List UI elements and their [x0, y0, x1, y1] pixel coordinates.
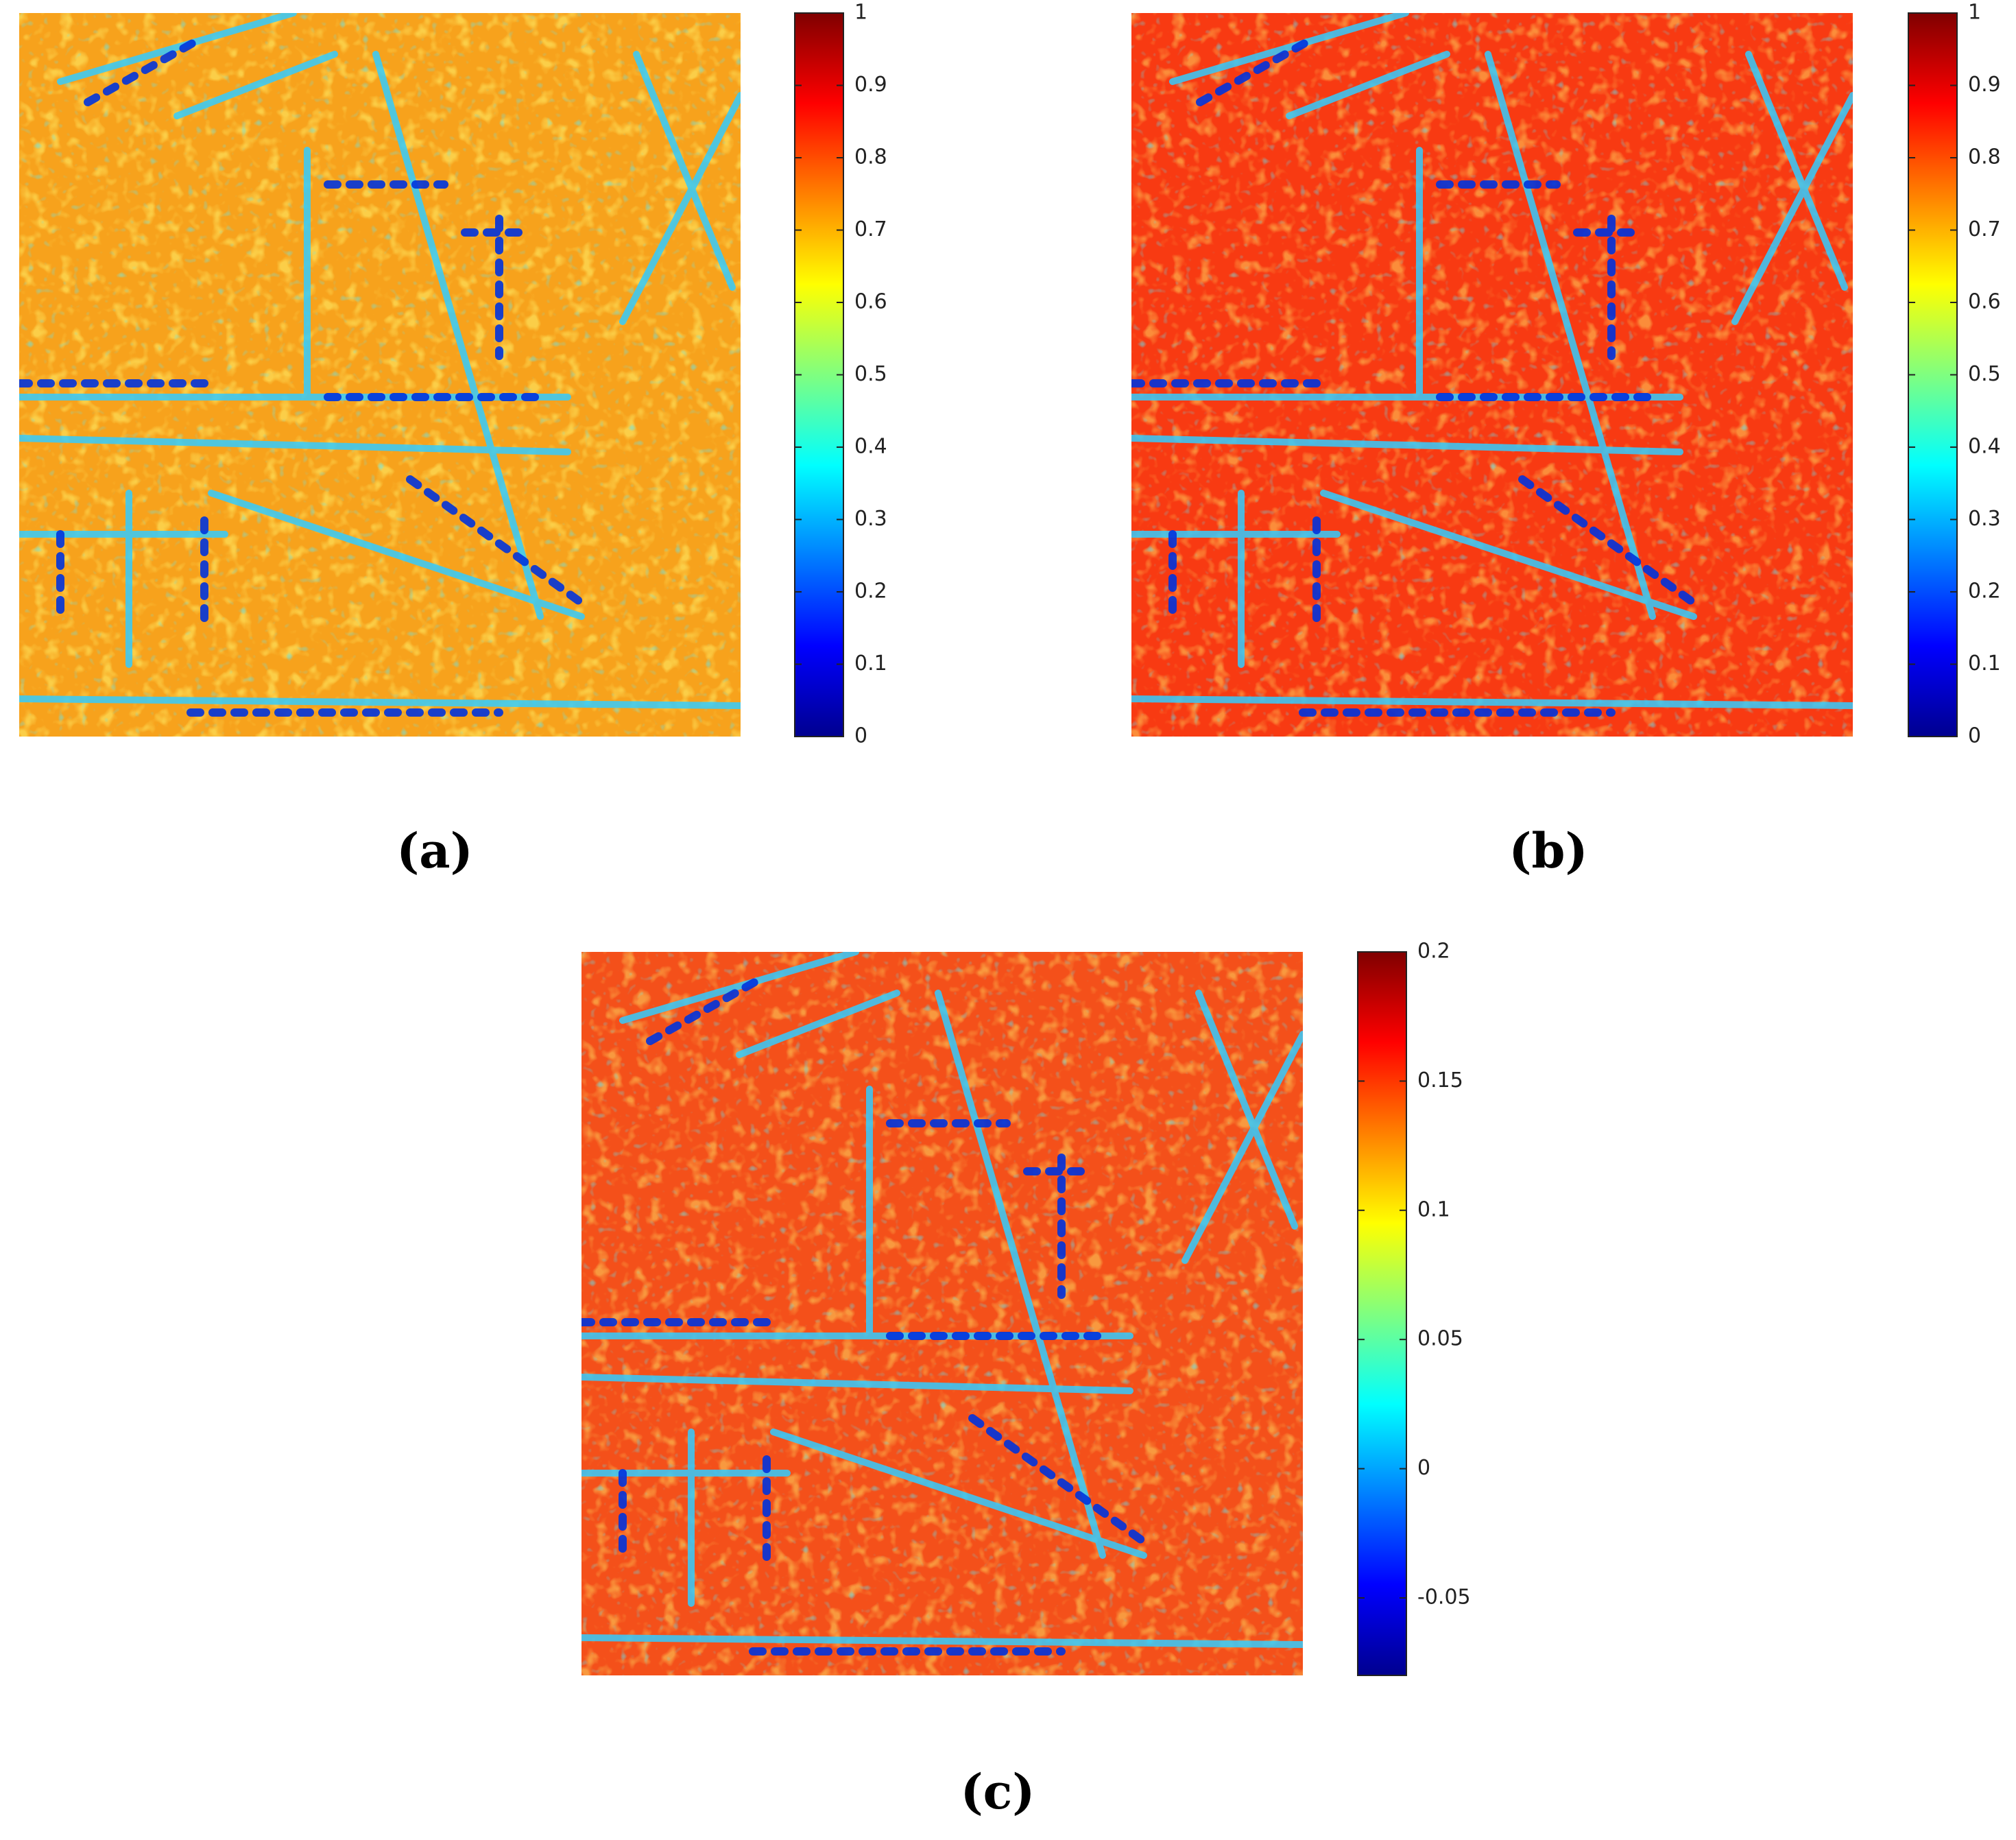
- colorbar-tick-label: 0.4: [854, 435, 887, 459]
- colorbar-tick-label: 0.9: [854, 73, 887, 97]
- colorbar-tick-label: 0.9: [1968, 73, 2001, 97]
- heatmap-image: [1131, 13, 1853, 737]
- colorbar: [1908, 12, 1958, 737]
- colorbar-tick-label: 0.2: [1968, 580, 2001, 604]
- panel-caption: (b): [1509, 822, 1587, 879]
- colorbar-tick-label: 0.1: [854, 652, 887, 676]
- panel-caption: (a): [396, 822, 473, 879]
- colorbar-tick-label: -0.05: [1417, 1585, 1471, 1609]
- colorbar-tick-label: 0.3: [854, 507, 887, 531]
- colorbar-tick-label: 1: [1968, 1, 1981, 25]
- heatmap-texture: [581, 952, 1303, 1675]
- colorbar-tick-label: 0: [1417, 1456, 1430, 1480]
- heatmap-image: [19, 13, 741, 737]
- colorbar-tick-label: 0.4: [1968, 435, 2001, 459]
- heatmap-content: [1131, 13, 1853, 737]
- colorbar-tick-label: 0.8: [854, 145, 887, 169]
- heatmap-texture: [1131, 13, 1853, 737]
- colorbar: [1357, 951, 1407, 1676]
- colorbar-tick-label: 1: [854, 1, 867, 25]
- colorbar-tick-label: 0.2: [854, 580, 887, 604]
- colorbar-tick-label: 0.7: [1968, 217, 2001, 241]
- colorbar-tick-label: 0.7: [854, 217, 887, 241]
- colorbar-tick-label: 0.05: [1417, 1327, 1463, 1351]
- colorbar-tick-label: 0.6: [854, 290, 887, 314]
- panel-caption: (c): [961, 1763, 1035, 1820]
- heatmap-content: [19, 13, 741, 737]
- colorbar-tick-label: 0.15: [1417, 1068, 1463, 1092]
- colorbar-tick-label: 0: [1968, 724, 1981, 748]
- colorbar-tick-label: 0.8: [1968, 145, 2001, 169]
- colorbar-tick-label: 0.5: [854, 362, 887, 386]
- colorbar-tick-label: 0.1: [1417, 1197, 1450, 1221]
- colorbar-tick-label: 0.2: [1417, 940, 1450, 964]
- colorbar-tick-label: 0.1: [1968, 652, 2001, 676]
- heatmap-content: [581, 952, 1303, 1675]
- colorbar: [794, 12, 844, 737]
- colorbar-tick-label: 0.3: [1968, 507, 2001, 531]
- heatmap-image: [581, 952, 1303, 1675]
- colorbar-tick-label: 0.5: [1968, 362, 2001, 386]
- heatmap-texture: [19, 13, 741, 737]
- colorbar-tick-label: 0: [854, 724, 867, 748]
- colorbar-tick-label: 0.6: [1968, 290, 2001, 314]
